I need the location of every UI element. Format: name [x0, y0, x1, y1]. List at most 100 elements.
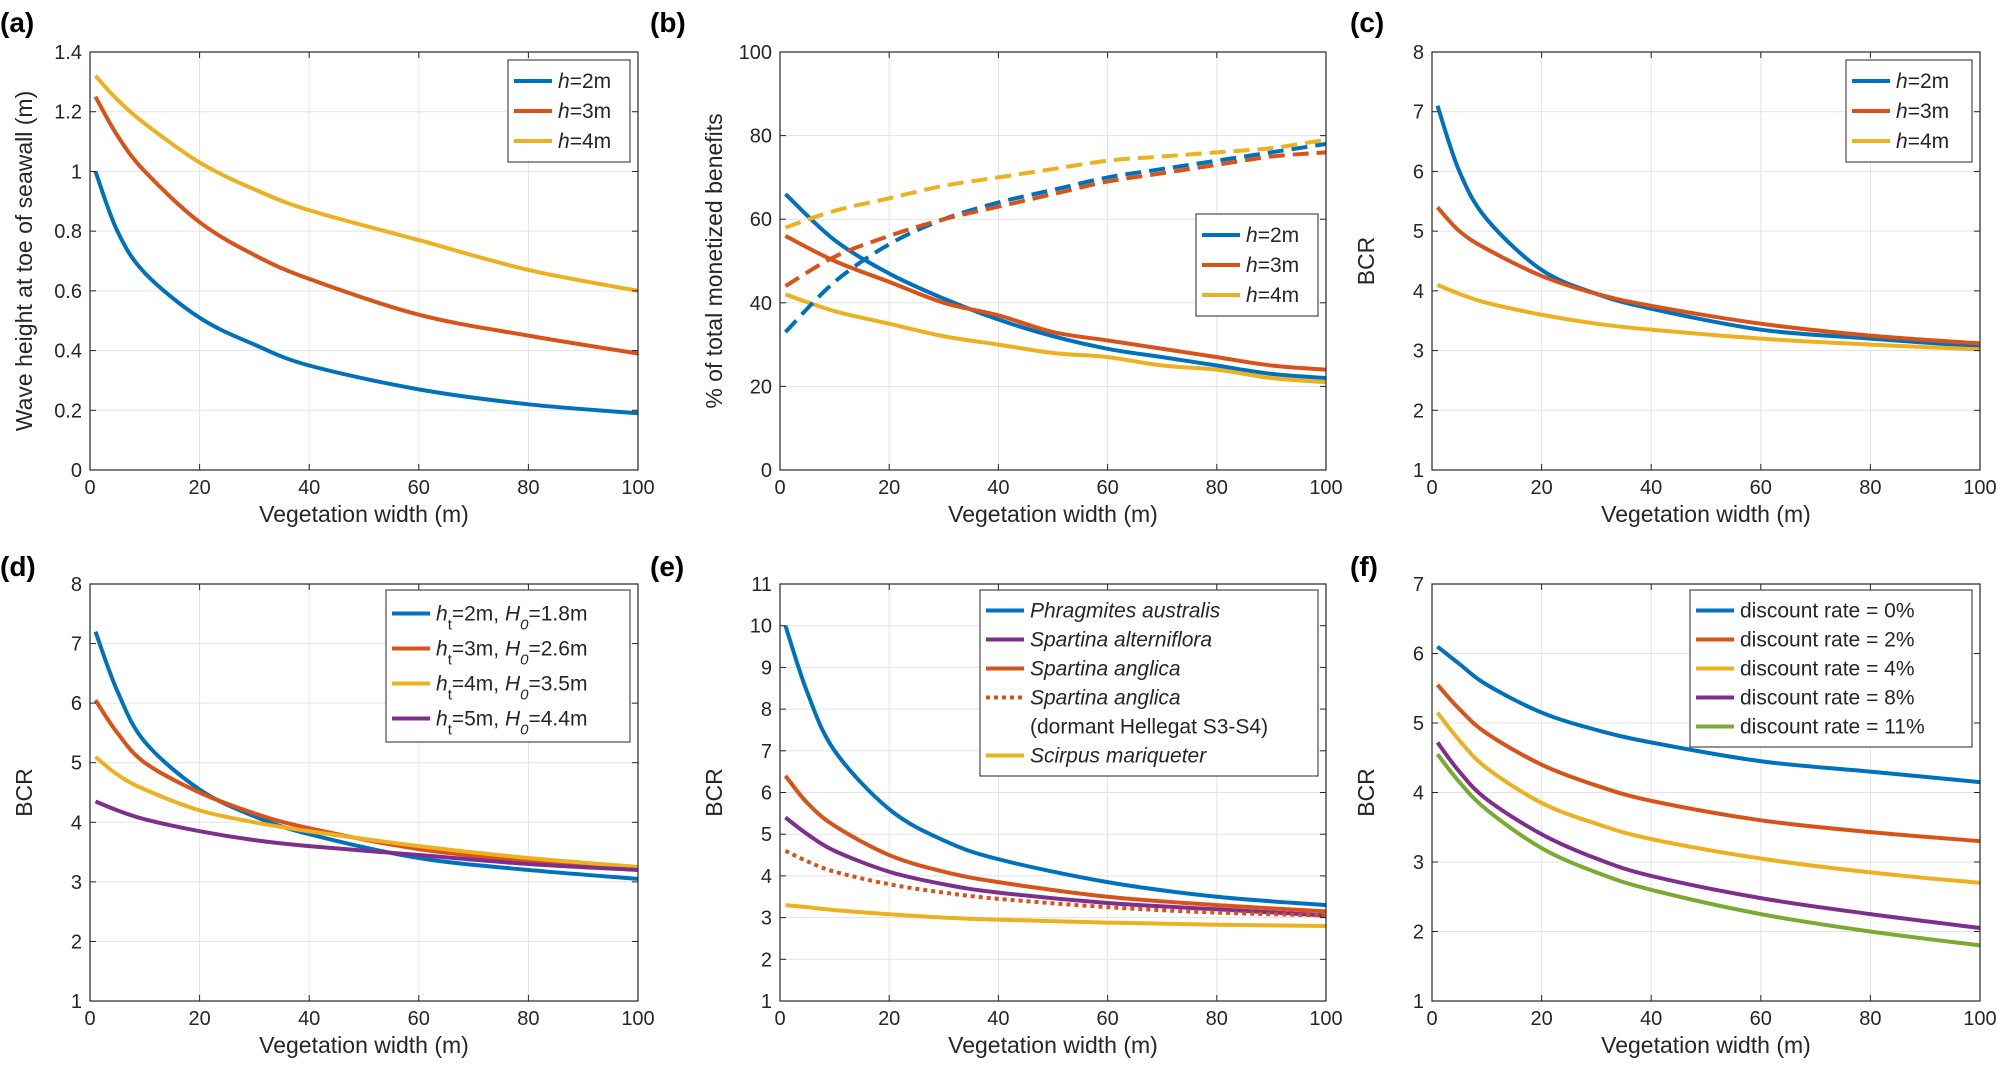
y-tick-label: 9	[761, 657, 772, 679]
legend-label: h=2m	[1896, 70, 1949, 93]
y-tick-label: 5	[71, 753, 82, 775]
legend-label: Spartina anglica	[1030, 658, 1181, 681]
x-tick-label: 100	[1309, 477, 1342, 499]
legend-label: ht=4m, H0=3.5m	[436, 673, 587, 704]
legend-label: ht=5m, H0=4.4m	[436, 708, 587, 739]
x-tick-label: 100	[621, 477, 654, 499]
x-tick-label: 0	[84, 1008, 95, 1030]
series-line-1	[783, 625, 1326, 908]
axes-box	[89, 583, 639, 1002]
y-tick-label: 20	[750, 376, 772, 398]
axes-box	[779, 51, 1327, 471]
legend-label: discount rate = 4%	[1740, 658, 1915, 681]
panel-label: (f)	[1350, 551, 1378, 582]
y-tick-label: 60	[750, 209, 772, 231]
legend: discount rate = 0% discount rate = 2% disc…	[1689, 589, 1973, 748]
legend-box	[979, 589, 1319, 777]
legend-label: discount rate = 8%	[1740, 687, 1915, 710]
y-tick-label: 40	[750, 293, 772, 315]
x-axis-label: Vegetation width (m)	[1601, 501, 1811, 527]
legend-label: discount rate = 0%	[1740, 600, 1915, 623]
legend-label-line2: (dormant Hellegat S3-S4)	[1030, 716, 1268, 739]
y-tick-label: 11	[751, 574, 772, 596]
y-tick-label: 3	[761, 908, 772, 930]
y-tick-label: 7	[1413, 574, 1424, 596]
y-tick-label: 3	[1413, 341, 1424, 363]
panel-label: (a)	[0, 7, 34, 38]
panel-label: (b)	[650, 7, 686, 38]
series-line-2	[784, 815, 1326, 918]
y-tick-label: 0.4	[54, 341, 82, 363]
series-line-6	[784, 137, 1326, 230]
x-tick-label: 40	[987, 1008, 1009, 1030]
y-tick-label: 8	[761, 699, 772, 721]
x-tick-label: 60	[408, 1008, 430, 1030]
x-tick-label: 100	[1309, 1008, 1342, 1030]
legend: Phragmites australis Spartina alterniflor…	[979, 589, 1319, 777]
y-tick-label: 1	[761, 991, 772, 1013]
y-tick-label: 2	[1413, 400, 1424, 422]
x-tick-label: 80	[1859, 1008, 1881, 1030]
series-line-2	[1435, 205, 1980, 346]
panel-d: (d) 0 20 40 60 80 100 1 2 3 4 5 6 7 8 Vegetation width …	[0, 551, 655, 1058]
series-group	[783, 625, 1326, 928]
series-group	[784, 137, 1326, 385]
x-axis-label: Vegetation width (m)	[259, 501, 469, 527]
y-tick-label: 5	[1413, 221, 1424, 243]
series-line-3	[1436, 283, 1980, 352]
series-line-2	[93, 699, 638, 872]
legend-label: Phragmites australis	[1030, 600, 1221, 623]
x-tick-label: 20	[188, 1008, 210, 1030]
legend: h=2m h=3m h=4m	[1195, 213, 1319, 317]
x-tick-label: 80	[1206, 1008, 1228, 1030]
series-line-4	[784, 849, 1326, 918]
x-tick-label: 100	[621, 1008, 654, 1030]
x-tick-label: 40	[1640, 1008, 1662, 1030]
legend-label: ht=2m, H0=1.8m	[436, 603, 587, 634]
y-axis-label: BCR	[11, 768, 37, 817]
series-line-1	[93, 630, 638, 881]
y-tick-label: 4	[1413, 783, 1424, 805]
y-tick-label: 0	[71, 460, 82, 482]
y-tick-label: 3	[1413, 852, 1424, 874]
panel-label: (c)	[1350, 7, 1384, 38]
legend-box	[1689, 589, 1973, 748]
y-tick-label: 4	[761, 866, 772, 888]
y-tick-label: 7	[761, 741, 772, 763]
series-line-1	[93, 170, 638, 416]
y-tick-label: 3	[71, 872, 82, 894]
series-line-4	[1435, 741, 1980, 931]
y-tick-label: 4	[1413, 281, 1424, 303]
x-tick-label: 20	[1530, 1008, 1552, 1030]
legend-label: ht=3m, H0=2.6m	[436, 638, 587, 669]
series-line-3	[1435, 711, 1980, 885]
x-axis-label: Vegetation width (m)	[948, 501, 1158, 527]
x-tick-label: 0	[84, 477, 95, 499]
series-line-4	[784, 141, 1326, 334]
series-group	[93, 74, 638, 416]
y-tick-label: 1	[71, 161, 82, 183]
legend-label: h=3m	[558, 100, 611, 123]
x-tick-label: 40	[987, 477, 1009, 499]
panel-label: (d)	[0, 551, 36, 582]
legend-label: h=3m	[1246, 254, 1299, 277]
x-tick-label: 60	[1096, 1008, 1118, 1030]
legend-label: h=4m	[1896, 130, 1949, 153]
y-tick-label: 6	[1413, 644, 1424, 666]
y-tick-label: 8	[1413, 42, 1424, 64]
x-tick-label: 60	[1750, 477, 1772, 499]
series-line-3	[94, 74, 638, 293]
x-tick-label: 100	[1963, 1008, 1996, 1030]
x-tick-label: 80	[517, 1008, 539, 1030]
legend: ht=2m, H0=1.8m ht=3m, H0=2.6m ht=4m, H0=3.…	[385, 589, 631, 743]
series-line-1	[1436, 644, 1980, 785]
y-tick-label: 2	[1413, 922, 1424, 944]
series-line-3	[784, 292, 1326, 385]
y-tick-label: 4	[71, 812, 82, 834]
x-tick-label: 20	[188, 477, 210, 499]
x-tick-label: 0	[774, 477, 785, 499]
legend-label: h=4m	[558, 130, 611, 153]
y-tick-label: 1.2	[54, 102, 82, 124]
legend: h=2m h=3m h=4m	[1845, 59, 1973, 163]
